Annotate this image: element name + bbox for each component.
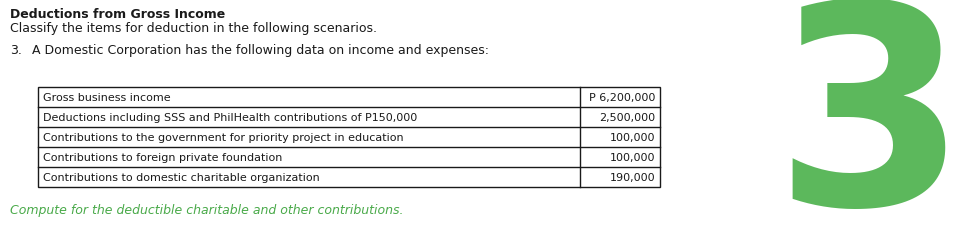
- Text: 3.: 3.: [10, 44, 22, 57]
- Text: 100,000: 100,000: [610, 133, 655, 142]
- Text: Classify the items for deduction in the following scenarios.: Classify the items for deduction in the …: [10, 22, 377, 35]
- Text: Contributions to foreign private foundation: Contributions to foreign private foundat…: [43, 152, 283, 162]
- Text: 100,000: 100,000: [610, 152, 655, 162]
- Text: Deductions including SSS and PhilHealth contributions of P150,000: Deductions including SSS and PhilHealth …: [43, 113, 418, 122]
- Bar: [38, 88, 660, 187]
- Text: Contributions to the government for priority project in education: Contributions to the government for prio…: [43, 133, 404, 142]
- Text: 2,500,000: 2,500,000: [599, 113, 655, 122]
- Text: A Domestic Corporation has the following data on income and expenses:: A Domestic Corporation has the following…: [32, 44, 489, 57]
- Text: Contributions to domestic charitable organization: Contributions to domestic charitable org…: [43, 172, 319, 182]
- Text: P 6,200,000: P 6,200,000: [588, 93, 655, 103]
- Text: Deductions from Gross Income: Deductions from Gross Income: [10, 8, 225, 21]
- Text: Compute for the deductible charitable and other contributions.: Compute for the deductible charitable an…: [10, 203, 404, 216]
- Text: 3: 3: [773, 0, 967, 252]
- Text: 190,000: 190,000: [610, 172, 655, 182]
- Text: Gross business income: Gross business income: [43, 93, 171, 103]
